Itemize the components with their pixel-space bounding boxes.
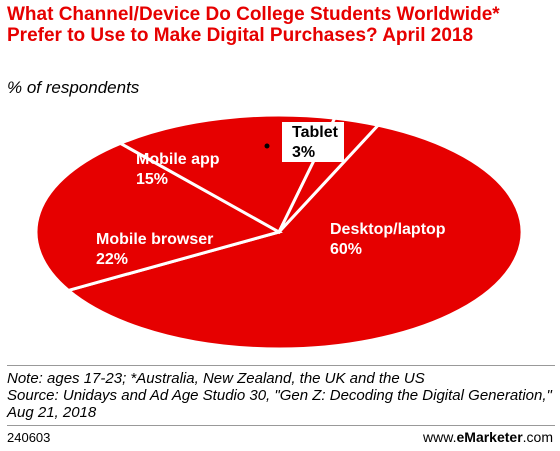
pie-slices (34, 113, 524, 351)
site-suffix: .com (522, 429, 553, 445)
tablet-leader-dot (264, 143, 270, 149)
notes-block: Note: ages 17-23; *Australia, New Zealan… (7, 370, 555, 421)
slice-label-desktop-laptop: Desktop/laptop (330, 221, 446, 238)
chart-title: What Channel/Device Do College Students … (7, 4, 500, 46)
source-text: Source: Unidays and Ad Age Studio 30, "G… (7, 387, 552, 421)
slice-label-mobile-browser: Mobile browser (96, 231, 213, 248)
notes-divider (7, 365, 555, 366)
site-brand: eMarketer (456, 429, 523, 445)
pie-slice-desktop-laptop (65, 123, 524, 351)
slice-label-mobile-app: Mobile app (136, 151, 220, 168)
chart-subtitle: % of respondents (7, 78, 140, 97)
slice-value-mobile-browser: 22% (96, 251, 128, 268)
note-text: Note: ages 17-23; *Australia, New Zealan… (7, 370, 425, 387)
site-prefix: www. (423, 429, 457, 445)
pie-chart: Desktop/laptop 60% Mobile browser 22% Mobile… (34, 113, 524, 351)
site-url[interactable]: www.eMarketer.com (423, 429, 553, 445)
slice-value-mobile-app: 15% (136, 171, 168, 188)
footer-divider (7, 425, 555, 426)
slice-label-tablet: Tablet (292, 124, 339, 141)
pie-slice-mobile-browser (34, 141, 283, 293)
slice-value-tablet: 3% (292, 144, 315, 161)
pie-slice-mobile-app (116, 113, 338, 235)
tablet-label-background (282, 122, 344, 162)
slice-value-desktop-laptop: 60% (330, 241, 362, 258)
pie-labels: Desktop/laptop 60% Mobile browser 22% Mobile… (96, 122, 446, 268)
chart-id: 240603 (7, 430, 51, 445)
pie-slice-tablet (277, 116, 381, 234)
